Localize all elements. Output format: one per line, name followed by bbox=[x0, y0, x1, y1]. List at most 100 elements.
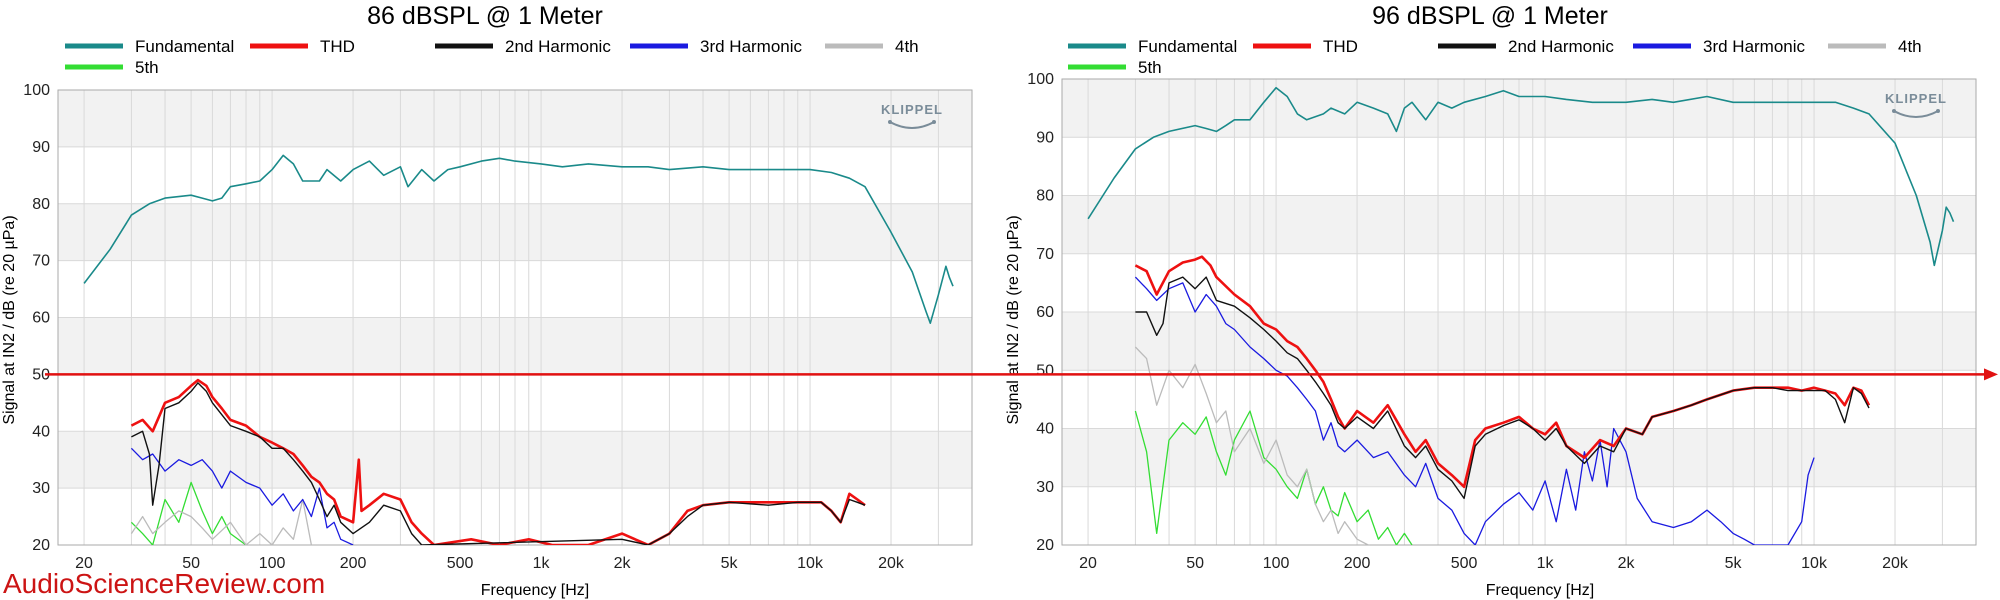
legend-label: Fundamental bbox=[135, 37, 234, 56]
x-tick-label: 2k bbox=[1618, 555, 1636, 572]
x-tick-label: 50 bbox=[1186, 555, 1204, 572]
reference-line-50db bbox=[45, 368, 1998, 381]
y-tick-label: 40 bbox=[32, 423, 50, 440]
y-tick-label: 80 bbox=[1036, 188, 1054, 205]
legend-item-h3: 3rd Harmonic bbox=[630, 37, 803, 56]
y-tick-label: 50 bbox=[32, 366, 50, 383]
y-tick-label: 100 bbox=[1027, 71, 1054, 88]
series-h2 bbox=[1135, 276, 1870, 500]
x-tick-label: 200 bbox=[340, 555, 367, 572]
klippel-logo: KLIPPEL bbox=[881, 102, 943, 129]
legend-item-h4: 4th bbox=[1828, 37, 1922, 56]
legend-label: Fundamental bbox=[1138, 37, 1237, 56]
klippel-logo: KLIPPEL bbox=[1885, 91, 1947, 118]
x-tick-label: 1k bbox=[533, 555, 551, 572]
series-h4 bbox=[130, 498, 313, 545]
y-tick-label: 70 bbox=[1036, 246, 1054, 263]
klippel-logo-dot bbox=[1892, 109, 1896, 113]
x-tick-label: 200 bbox=[1344, 555, 1371, 572]
klippel-logo-dot bbox=[1936, 109, 1940, 113]
chart-title: 96 dBSPL @ 1 Meter bbox=[1372, 2, 1608, 30]
legend-label: 3rd Harmonic bbox=[700, 37, 803, 56]
x-tick-label: 5k bbox=[721, 555, 739, 572]
legend-label: 2nd Harmonic bbox=[1508, 37, 1614, 56]
legend-item-thd: THD bbox=[250, 37, 355, 56]
legend-item-h5: 5th bbox=[65, 58, 159, 77]
legend: Fundamental THD 2nd Harmonic 3rd Harmonic 4t… bbox=[1068, 37, 1922, 77]
y-tick-label: 90 bbox=[1036, 129, 1054, 146]
x-axis-label: Frequency [Hz] bbox=[481, 582, 589, 599]
y-tick-label: 90 bbox=[32, 139, 50, 156]
klippel-logo-text: KLIPPEL bbox=[881, 102, 943, 117]
legend-item-fundamental: Fundamental bbox=[1068, 37, 1237, 56]
chart-86dbspl: 86 dBSPL @ 1 Meter Fundamental THD 2nd Har… bbox=[1, 2, 973, 599]
klippel-logo-dot bbox=[932, 120, 936, 124]
x-tick-label: 500 bbox=[1451, 555, 1478, 572]
legend-item-fundamental: Fundamental bbox=[65, 37, 234, 56]
x-tick-label: 5k bbox=[1725, 555, 1743, 572]
series-h4 bbox=[1134, 346, 1369, 545]
legend-item-h2: 2nd Harmonic bbox=[435, 37, 611, 56]
y-tick-label: 100 bbox=[23, 82, 50, 99]
legend-item-h3: 3rd Harmonic bbox=[1633, 37, 1806, 56]
legend: Fundamental THD 2nd Harmonic 3rd Harmonic 4t… bbox=[65, 37, 919, 77]
legend-item-h5: 5th bbox=[1068, 58, 1162, 77]
plot-frame bbox=[57, 89, 973, 546]
y-axis-label: Signal at IN2 / dB (re 20 µPa) bbox=[1, 215, 18, 424]
x-tick-label: 100 bbox=[1263, 555, 1290, 572]
legend-label: THD bbox=[1323, 37, 1358, 56]
series-h2 bbox=[131, 382, 866, 545]
legend-item-h4: 4th bbox=[825, 37, 919, 56]
y-axis-label: Signal at IN2 / dB (re 20 µPa) bbox=[1005, 215, 1022, 424]
series-fundamental bbox=[1087, 86, 1955, 267]
x-tick-label: 20 bbox=[75, 555, 93, 572]
series-h5 bbox=[130, 481, 247, 545]
y-tick-label: 80 bbox=[32, 196, 50, 213]
grid-lines bbox=[58, 89, 973, 546]
watermark: AudioScienceReview.com bbox=[3, 568, 325, 599]
plot-area: 20 30 40 50 60 70 80 90 100 20 50 100 200 500 1k 2k 5k 10… bbox=[1027, 71, 1977, 572]
legend-label: 4th bbox=[1898, 37, 1922, 56]
x-tick-label: 1k bbox=[1537, 555, 1555, 572]
chart-title: 86 dBSPL @ 1 Meter bbox=[367, 2, 603, 30]
legend-label: THD bbox=[320, 37, 355, 56]
series-h5 bbox=[1134, 410, 1413, 545]
x-axis-label: Frequency [Hz] bbox=[1486, 582, 1594, 599]
x-tick-label: 10k bbox=[1801, 555, 1828, 572]
x-tick-label: 500 bbox=[447, 555, 474, 572]
y-tick-label: 50 bbox=[1036, 362, 1054, 379]
x-tick-label: 2k bbox=[614, 555, 632, 572]
series-fundamental bbox=[83, 154, 954, 324]
klippel-logo-text: KLIPPEL bbox=[1885, 91, 1947, 106]
y-tick-label: 20 bbox=[32, 537, 50, 554]
legend-label: 5th bbox=[135, 58, 159, 77]
legend-label: 3rd Harmonic bbox=[1703, 37, 1806, 56]
y-tick-label: 40 bbox=[1036, 421, 1054, 438]
y-tick-label: 60 bbox=[32, 310, 50, 327]
klippel-logo-swoosh bbox=[889, 121, 935, 129]
legend-label: 4th bbox=[895, 37, 919, 56]
reference-arrowhead bbox=[1984, 368, 1998, 381]
y-tick-label: 60 bbox=[1036, 304, 1054, 321]
legend-item-h2: 2nd Harmonic bbox=[1438, 37, 1614, 56]
series-h3 bbox=[1134, 276, 1815, 545]
chart-96dbspl: 96 dBSPL @ 1 Meter Fundamental THD 2nd Har… bbox=[1005, 2, 1977, 599]
x-tick-label: 20k bbox=[878, 555, 905, 572]
plot-area: 20 30 40 50 60 70 80 90 100 20 50 100 200 500 1k 2k 5k 10… bbox=[23, 82, 973, 572]
plot-frame bbox=[1061, 78, 1977, 546]
legend-item-thd: THD bbox=[1253, 37, 1358, 56]
klippel-logo-swoosh bbox=[1893, 110, 1939, 118]
y-tick-label: 30 bbox=[1036, 479, 1054, 496]
y-tick-label: 30 bbox=[32, 480, 50, 497]
x-tick-label: 20k bbox=[1882, 555, 1909, 572]
y-tick-label: 70 bbox=[32, 253, 50, 270]
x-tick-label: 50 bbox=[182, 555, 200, 572]
legend-label: 2nd Harmonic bbox=[505, 37, 611, 56]
klippel-logo-dot bbox=[888, 120, 892, 124]
legend-label: 5th bbox=[1138, 58, 1162, 77]
y-tick-label: 20 bbox=[1036, 537, 1054, 554]
x-tick-label: 100 bbox=[259, 555, 286, 572]
x-tick-label: 10k bbox=[797, 555, 824, 572]
x-tick-label: 20 bbox=[1079, 555, 1097, 572]
